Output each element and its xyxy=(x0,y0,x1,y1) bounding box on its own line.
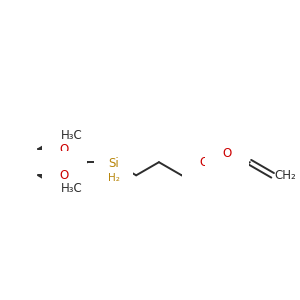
Text: H₃C: H₃C xyxy=(61,182,83,195)
Text: CH₂: CH₂ xyxy=(274,169,296,182)
Text: H₂: H₂ xyxy=(107,172,119,182)
Text: H₃C: H₃C xyxy=(61,129,83,142)
Text: O: O xyxy=(60,142,69,156)
Text: O: O xyxy=(200,156,209,169)
Text: O: O xyxy=(60,169,69,182)
Text: O: O xyxy=(223,146,232,160)
Text: Si: Si xyxy=(108,157,119,169)
